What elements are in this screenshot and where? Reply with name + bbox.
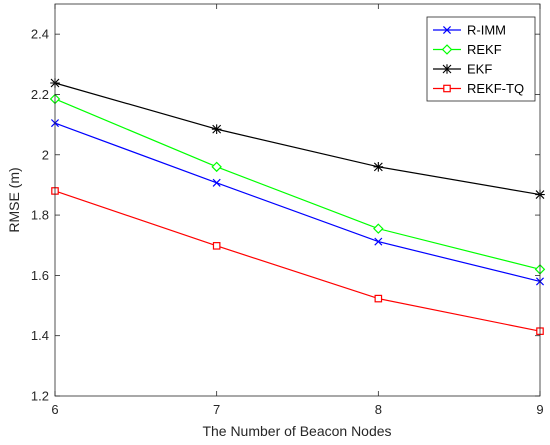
y-tick-label: 1.2 — [31, 389, 49, 404]
legend: R-IMM REKF EKF REKF-TQ — [426, 16, 536, 102]
x-tick-label: 7 — [213, 402, 220, 417]
data-point — [212, 242, 221, 250]
legend-marker — [443, 84, 451, 93]
y-tick-label: 2 — [42, 147, 49, 162]
y-tick-label: 1.6 — [31, 268, 49, 283]
legend-label: REKF-TQ — [467, 81, 524, 96]
data-point — [373, 223, 384, 234]
series-line-ekf — [54, 82, 541, 196]
legend-label: R-IMM — [467, 23, 506, 38]
legend-marker — [441, 44, 453, 55]
y-tick-label: 2.2 — [31, 87, 49, 102]
y-axis-label: RMSE (m) — [6, 167, 22, 232]
data-point — [374, 294, 383, 303]
y-tick-label: 1.4 — [31, 328, 49, 343]
data-point — [211, 161, 222, 173]
axes-box — [54, 3, 541, 397]
legend-label: EKF — [467, 62, 492, 77]
series-line-r-imm — [54, 122, 541, 282]
data-point — [211, 124, 222, 134]
axes-layer: 6 7 8 9 1.2 1.4 1.6 1.8 2 2.2 2.4 — [31, 3, 544, 417]
legend-label: REKF — [467, 42, 502, 57]
series-line-rekf-tq — [54, 190, 541, 332]
legend-marker — [442, 64, 452, 74]
data-point — [374, 237, 383, 246]
legend-marker — [442, 25, 452, 35]
x-tick-label: 9 — [536, 402, 543, 417]
data-point — [212, 178, 221, 187]
x-tick-label: 6 — [51, 402, 58, 417]
x-tick-label: 8 — [375, 402, 382, 417]
series-line-rekf — [54, 98, 541, 270]
data-point — [373, 162, 384, 172]
y-tick-label: 1.8 — [31, 208, 49, 223]
y-tick-label: 2.4 — [31, 27, 49, 42]
x-axis-label: The Number of Beacon Nodes — [202, 423, 391, 439]
